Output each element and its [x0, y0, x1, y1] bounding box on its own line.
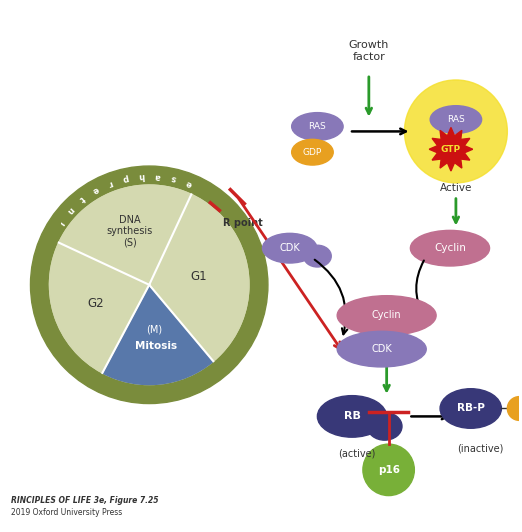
- Ellipse shape: [292, 139, 333, 165]
- Ellipse shape: [410, 230, 490, 266]
- Text: Mitosis: Mitosis: [135, 341, 177, 351]
- Text: t: t: [78, 194, 86, 204]
- Text: n: n: [65, 204, 75, 215]
- Text: RINCIPLES OF LIFE 3e, Figure 7.25: RINCIPLES OF LIFE 3e, Figure 7.25: [10, 496, 158, 505]
- Circle shape: [363, 444, 414, 496]
- Ellipse shape: [317, 396, 387, 437]
- Text: DNA
synthesis
(S): DNA synthesis (S): [106, 214, 153, 248]
- Text: G2: G2: [87, 297, 104, 310]
- Text: 2019 Oxford University Press: 2019 Oxford University Press: [10, 509, 122, 517]
- Text: Cyclin: Cyclin: [372, 311, 401, 320]
- Text: RAS: RAS: [447, 115, 465, 124]
- Text: G1: G1: [190, 270, 207, 282]
- Text: (inactive): (inactive): [457, 443, 504, 453]
- Wedge shape: [50, 243, 149, 373]
- Text: RB: RB: [343, 411, 361, 421]
- Ellipse shape: [263, 234, 317, 263]
- Ellipse shape: [292, 113, 343, 140]
- Text: a: a: [155, 171, 161, 180]
- Text: RAS: RAS: [309, 122, 326, 131]
- Ellipse shape: [337, 331, 426, 367]
- Text: I: I: [55, 218, 64, 226]
- Text: p: p: [122, 173, 129, 183]
- Ellipse shape: [440, 389, 502, 428]
- Text: (active): (active): [338, 448, 376, 458]
- Polygon shape: [429, 128, 473, 171]
- Text: R point: R point: [223, 218, 263, 228]
- Text: Growth
factor: Growth factor: [349, 40, 389, 62]
- Text: s: s: [170, 173, 177, 184]
- Text: e: e: [185, 178, 194, 188]
- Text: e: e: [91, 185, 100, 195]
- Circle shape: [50, 185, 249, 385]
- Text: h: h: [138, 171, 145, 180]
- Text: (M): (M): [146, 325, 162, 335]
- Text: GDP: GDP: [303, 148, 322, 157]
- Circle shape: [30, 166, 268, 404]
- Ellipse shape: [303, 245, 331, 267]
- Ellipse shape: [337, 296, 436, 335]
- Circle shape: [507, 397, 522, 420]
- Text: r: r: [106, 178, 114, 188]
- Ellipse shape: [367, 412, 402, 440]
- Text: Cyclin: Cyclin: [434, 243, 466, 253]
- Ellipse shape: [430, 106, 482, 134]
- Text: p16: p16: [377, 465, 400, 475]
- Text: Active: Active: [440, 183, 472, 193]
- Text: CDK: CDK: [371, 344, 392, 354]
- Wedge shape: [59, 185, 192, 285]
- Text: GTP: GTP: [441, 145, 461, 154]
- Circle shape: [405, 80, 507, 183]
- Wedge shape: [102, 285, 213, 385]
- Text: CDK: CDK: [279, 243, 300, 253]
- Wedge shape: [149, 194, 249, 361]
- Text: RB-P: RB-P: [457, 403, 485, 413]
